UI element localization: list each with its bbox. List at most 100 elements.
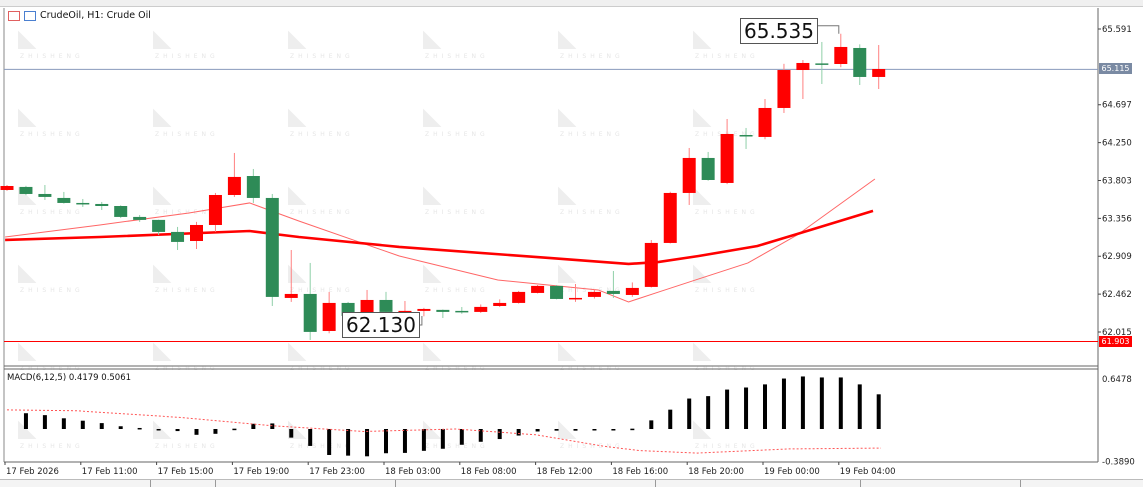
candle-body: [133, 216, 147, 220]
candle-body: [606, 290, 620, 294]
macd-histogram-bar: [876, 394, 881, 429]
chart-tab[interactable]: [860, 480, 861, 487]
watermark: ◣ ZHISHENG: [18, 258, 80, 294]
macd-label: MACD(6,12,5) 0.4179 0.5061: [7, 373, 132, 383]
watermark-text: ZHISHENG: [20, 443, 84, 450]
candle-body: [474, 306, 488, 312]
watermark: ◣ ZHISHENG: [423, 180, 485, 216]
chart-tab[interactable]: [395, 480, 396, 487]
chart-list-icon[interactable]: [8, 10, 20, 21]
candle-body: [38, 193, 52, 197]
chart-tab[interactable]: [655, 480, 656, 487]
candle-body: [152, 219, 166, 232]
macd-histogram-bar: [346, 429, 351, 456]
candle-body: [379, 299, 393, 312]
watermark-text: ZHISHENG: [560, 443, 624, 450]
candle-body: [815, 63, 829, 65]
watermark-text: ZHISHENG: [425, 53, 489, 60]
candle-body: [796, 62, 810, 71]
watermark-text: ZHISHENG: [20, 53, 84, 60]
macd-histogram-bar: [668, 409, 673, 429]
price-tick-label: 62.462: [1102, 290, 1132, 300]
time-tick-label: 17 Feb 19:00: [233, 467, 289, 477]
chart-tab[interactable]: [1020, 480, 1021, 487]
watermark-text: ZHISHENG: [20, 209, 84, 216]
candle-body: [739, 134, 753, 137]
watermark-text: ZHISHENG: [20, 131, 84, 138]
candle-up: [872, 45, 886, 89]
candle-body: [190, 224, 203, 241]
watermark: ◣ ZHISHENG: [153, 102, 219, 138]
macd-tick-label: -0.3890: [1102, 457, 1135, 467]
watermark-logo: ◣: [18, 102, 37, 130]
watermark: ◣ ZHISHENG: [423, 24, 489, 60]
candle-body: [663, 192, 677, 243]
watermark-text: ZHISHENG: [560, 287, 624, 294]
price-tick-label: 63.803: [1102, 176, 1132, 186]
candle-body: [682, 157, 696, 193]
watermark: ◣ ZHISHENG: [558, 414, 624, 450]
candle-down: [455, 306, 469, 314]
ma-fast-line: [5, 178, 876, 303]
watermark: ◣ ZHISHENG: [423, 258, 485, 294]
candle-down: [19, 185, 33, 196]
candle-up: [625, 282, 639, 297]
candle-body: [95, 203, 109, 207]
price-tick-label: 64.697: [1102, 101, 1132, 111]
chart-tab[interactable]: [150, 480, 151, 487]
price-tick-label: 63.356: [1102, 214, 1132, 224]
current-price-label: 65.115: [1099, 63, 1132, 74]
watermark-logo: ◣: [153, 414, 172, 442]
watermark: ◣ ZHISHENG: [693, 102, 755, 138]
macd-histogram-bar: [554, 429, 559, 431]
watermark-text: ZHISHENG: [290, 53, 354, 60]
chart-properties-icon[interactable]: [24, 10, 36, 21]
watermark: ◣ ZHISHENG: [558, 258, 624, 294]
candle-body: [322, 302, 336, 331]
macd-histogram-bar: [744, 387, 749, 429]
candle-down: [265, 193, 279, 306]
watermark-text: ZHISHENG: [155, 131, 219, 138]
candle-body: [853, 47, 867, 77]
macd-histogram-bar: [535, 429, 540, 432]
watermark: ◣ ZHISHENG: [693, 24, 759, 60]
candle-down: [701, 151, 715, 181]
candle-up: [569, 283, 582, 302]
price-tick-label: 65.591: [1102, 25, 1132, 35]
watermark-text: ZHISHENG: [155, 287, 219, 294]
candle-up: [417, 307, 431, 317]
candle-up: [720, 118, 734, 185]
macd-histogram-bar: [497, 429, 502, 440]
candle-body: [171, 231, 185, 242]
watermark-logo: ◣: [693, 258, 712, 286]
macd-histogram-bar: [687, 398, 692, 429]
price-tick-label: 62.909: [1102, 252, 1132, 262]
watermark-text: ZHISHENG: [425, 131, 489, 138]
watermark: ◣ ZHISHENG: [693, 258, 755, 294]
candle-up: [512, 290, 526, 304]
candle-down: [114, 205, 128, 219]
chart-tab[interactable]: [215, 480, 216, 487]
watermark-text: ZHISHENG: [425, 443, 489, 450]
watermark: ◣ ZHISHENG: [288, 258, 350, 294]
chart-tabs-bar: [0, 479, 1143, 487]
time-tick-label: 18 Feb 20:00: [688, 467, 744, 477]
candle-up: [796, 60, 810, 99]
macd-histogram-bar: [459, 429, 464, 445]
watermark-logo: ◣: [18, 258, 37, 286]
watermark: ◣ ZHISHENG: [288, 24, 354, 60]
watermark-text: ZHISHENG: [695, 53, 759, 60]
chart-title: CrudeOil, H1: Crude Oil: [8, 10, 151, 21]
watermark-logo: ◣: [693, 24, 712, 52]
watermark-logo: ◣: [558, 180, 577, 208]
watermark-logo: ◣: [693, 102, 712, 130]
candle-down: [606, 270, 620, 298]
candle-body: [701, 157, 715, 180]
price-tick-label: 64.250: [1102, 139, 1132, 149]
time-tick-label: 19 Feb 04:00: [840, 467, 896, 477]
watermark: ◣ ZHISHENG: [288, 414, 350, 450]
candle-up: [227, 152, 241, 197]
time-tick-label: 17 Feb 11:00: [82, 467, 138, 477]
macd-histogram-bar: [800, 376, 805, 429]
